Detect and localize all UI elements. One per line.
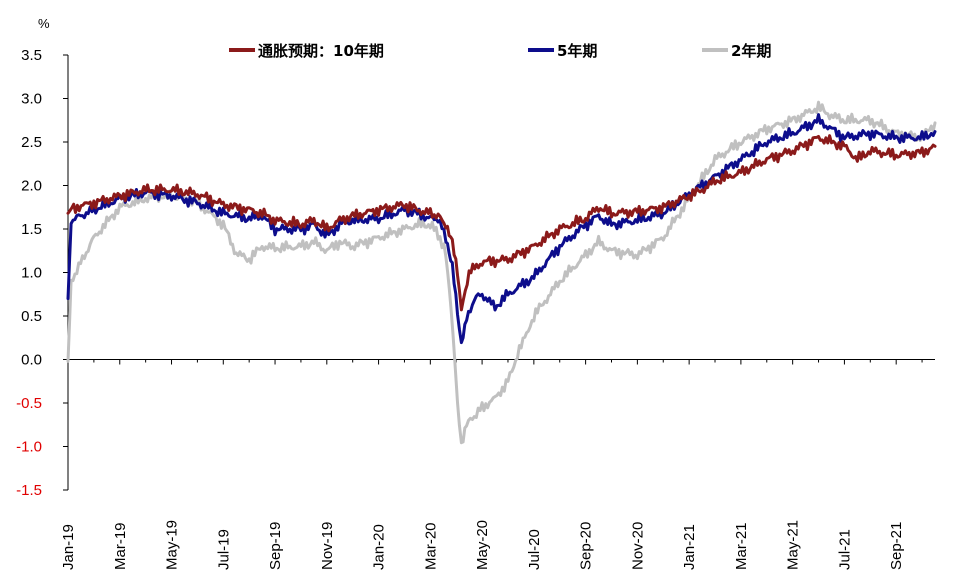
series-line-2y [66, 100, 937, 445]
x-tick-label: Jan-19 [60, 524, 77, 570]
x-tick-label: May-21 [785, 520, 802, 570]
legend-label-2y: 2年期 [731, 42, 771, 60]
legend-label-5y: 5年期 [557, 42, 597, 60]
y-tick-label: -0.5 [16, 395, 42, 412]
y-tick-label: 3.5 [21, 47, 42, 64]
legend-label-10y: 通胀预期：10年期 [258, 42, 384, 60]
x-tick-label: May-19 [164, 520, 181, 570]
x-tick-label: Sep-19 [267, 522, 284, 570]
y-tick-label: -1.0 [16, 439, 42, 456]
x-tick-label: Jul-20 [526, 529, 543, 570]
y-tick-label: 1.5 [21, 221, 42, 238]
x-axis: Jan-19 Mar-19 May-19 Jul-19 Sep-19 Nov-19 Jan-… [60, 359, 935, 570]
x-tick-label: Jul-19 [215, 529, 232, 570]
y-tick-label: 2.0 [21, 178, 42, 195]
x-tick-label: Sep-20 [578, 522, 595, 570]
x-tick-label: Sep-21 [888, 522, 905, 570]
y-tick-label: -1.5 [16, 482, 42, 499]
x-tick-label: Nov-20 [629, 522, 646, 570]
legend-entry-5y: 5年期 [528, 42, 597, 60]
x-tick-label: Nov-19 [319, 522, 336, 570]
legend-entry-2y: 2年期 [702, 42, 771, 60]
series-line-10y [66, 134, 937, 312]
x-tick-label: Jul-21 [836, 529, 853, 570]
series-layer [66, 100, 937, 445]
y-tick-label: 1.0 [21, 265, 42, 282]
legend: 通胀预期：10年期 5年期 2年期 [229, 42, 771, 60]
y-axis: 3.5 3.0 2.5 2.0 1.5 1.0 0.5 0.0 -0.5 -1.0 -1.5 [16, 47, 69, 499]
y-tick-label: 0.0 [21, 352, 42, 369]
x-tick-label: Mar-20 [422, 522, 439, 570]
y-axis-unit-label: % [38, 16, 50, 31]
x-tick-label: Jan-20 [371, 524, 388, 570]
y-tick-label: 0.5 [21, 308, 42, 325]
x-tick-label: May-20 [474, 520, 491, 570]
series-line-5y [66, 113, 937, 345]
y-tick-label: 3.0 [21, 91, 42, 108]
x-tick-label: Mar-21 [733, 522, 750, 570]
x-tick-label: Mar-19 [112, 522, 129, 570]
legend-entry-10y: 通胀预期：10年期 [229, 42, 384, 60]
y-tick-label: 2.5 [21, 134, 42, 151]
x-tick-label: Jan-21 [681, 524, 698, 570]
